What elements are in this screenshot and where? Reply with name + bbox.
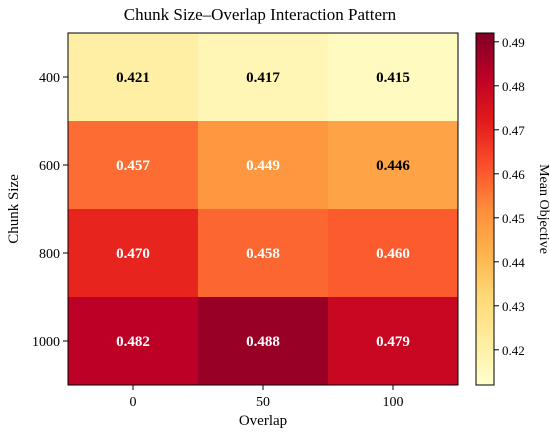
- heatmap-cell: [68, 121, 199, 210]
- heatmap-cell: [68, 209, 199, 298]
- cell-value-label: 0.446: [376, 158, 410, 174]
- x-tick-label: 0: [130, 395, 137, 410]
- x-axis-label: Overlap: [239, 413, 287, 429]
- cell-value-label: 0.417: [246, 70, 280, 86]
- colorbar-tick-label: 0.47: [502, 123, 525, 138]
- colorbar-tick-label: 0.49: [502, 35, 525, 50]
- heatmap-cell: [68, 297, 199, 386]
- cell-value-label: 0.488: [246, 334, 280, 350]
- y-axis-ticks: 400 600 800 1000: [32, 71, 68, 350]
- heatmap-cells: 0.421 0.417 0.415 0.457 0.449 0.446 0.470 0.458…: [68, 33, 459, 386]
- colorbar-tick-label: 0.46: [502, 167, 525, 182]
- heatmap-cell: [198, 121, 329, 210]
- cell-value-label: 0.482: [116, 334, 150, 350]
- heatmap-cell: [68, 33, 199, 122]
- heatmap-cell: [328, 209, 459, 298]
- x-tick-label: 50: [256, 395, 270, 410]
- colorbar: [475, 32, 495, 386]
- cell-value-label: 0.457: [116, 158, 150, 174]
- y-tick-label: 800: [39, 247, 60, 262]
- heatmap-cell: [198, 297, 329, 386]
- heatmap-cell: [328, 297, 459, 386]
- cell-value-label: 0.458: [246, 246, 280, 262]
- colorbar-tick-label: 0.48: [502, 79, 525, 94]
- colorbar-tick-label: 0.42: [502, 343, 525, 358]
- colorbar-label: Mean Objective: [536, 164, 550, 254]
- heatmap-cell: [328, 33, 459, 122]
- colorbar-tick-label: 0.43: [502, 299, 525, 314]
- chart-title: Chunk Size–Overlap Interaction Pattern: [124, 5, 397, 24]
- y-tick-label: 600: [39, 159, 60, 174]
- x-axis-ticks: 0 50 100: [130, 385, 404, 410]
- cell-value-label: 0.470: [116, 246, 150, 262]
- y-tick-label: 1000: [32, 335, 60, 350]
- cell-value-label: 0.415: [376, 70, 410, 86]
- colorbar-tick-label: 0.44: [502, 255, 525, 270]
- cell-value-label: 0.421: [116, 70, 150, 86]
- x-tick-label: 100: [383, 395, 404, 410]
- colorbar-ticks: 0.42 0.43 0.44 0.45 0.46 0.47 0.48 0.49: [494, 35, 525, 358]
- colorbar-tick-label: 0.45: [502, 211, 525, 226]
- y-axis-label: Chunk Size: [6, 174, 22, 244]
- heatmap-cell: [328, 121, 459, 210]
- cell-value-label: 0.460: [376, 246, 410, 262]
- y-tick-label: 400: [39, 71, 60, 86]
- cell-value-label: 0.479: [376, 334, 410, 350]
- heatmap-cell: [198, 33, 329, 122]
- heatmap-cell: [198, 209, 329, 298]
- cell-value-label: 0.449: [246, 158, 280, 174]
